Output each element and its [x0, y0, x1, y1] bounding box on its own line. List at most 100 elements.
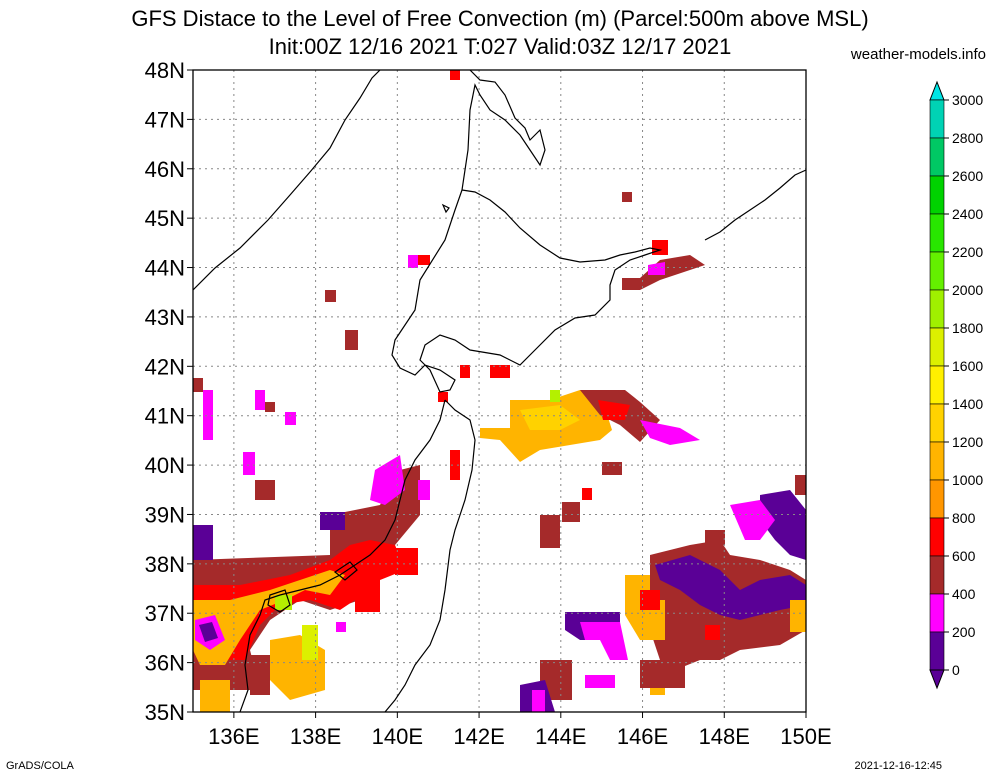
lat-label: 39N [145, 502, 185, 527]
field-brown-cells [193, 290, 358, 500]
field-lime-ne [550, 390, 560, 402]
colorbar-swatch [929, 327, 945, 367]
colorbar-label: 800 [952, 510, 976, 526]
field-red-ne [598, 400, 630, 420]
coastline-kurils [704, 169, 806, 241]
colorbar-label: 1600 [952, 358, 983, 374]
coastline-rishiri [441, 203, 450, 214]
coastline-sakhalin [461, 70, 546, 191]
field-brown-sw [250, 655, 270, 695]
lon-label: 142E [453, 724, 504, 749]
lat-label: 48N [145, 58, 185, 83]
field-purple-se [655, 555, 806, 620]
lat-label: 47N [145, 107, 185, 132]
colorbar-swatch [929, 289, 945, 329]
lon-label: 136E [208, 724, 259, 749]
colorbar-label: 1400 [952, 396, 983, 412]
lat-label: 43N [145, 305, 185, 330]
footer-timestamp: 2021-12-16-12:45 [854, 760, 942, 772]
coastlines [193, 70, 806, 712]
colorbar-label: 1000 [952, 472, 983, 488]
field-brown-se4 [540, 660, 685, 700]
colorbar-cap-top [929, 80, 945, 101]
field-magenta-hok [648, 262, 665, 275]
colorbar-swatch [929, 593, 945, 633]
field-magenta-se [730, 500, 775, 540]
lat-label: 37N [145, 601, 185, 626]
colorbar-label: 1800 [952, 320, 983, 336]
lon-label: 144E [535, 724, 586, 749]
coastline-honshu [239, 399, 476, 712]
lat-label: 45N [145, 206, 185, 231]
map-subtitle: Init:00Z 12/16 2021 T:027 Valid:03Z 12/1… [268, 34, 732, 59]
coastline-noto [267, 589, 291, 613]
field-brown-ne2 [540, 462, 622, 548]
colorbar-swatch [929, 99, 945, 139]
field-magenta-se2 [580, 622, 628, 688]
lon-label: 140E [372, 724, 423, 749]
colorbar: 3000280026002400220020001800160014001200… [929, 80, 983, 690]
lat-lon-grid [193, 70, 806, 712]
lon-label: 150E [780, 724, 831, 749]
latitude-labels: 48N 47N 46N 45N 44N 43N 42N 41N 40N 39N 38N 37N 36N 3… [145, 58, 193, 725]
lat-label: 36N [145, 651, 185, 676]
lfc-field [193, 70, 806, 712]
lon-label: 138E [290, 724, 341, 749]
colorbar-swatch [929, 251, 945, 291]
field-red-c [355, 575, 380, 612]
colorbar-swatch [929, 137, 945, 177]
coastline-sado [333, 561, 358, 581]
colorbar-swatch [929, 403, 945, 443]
colorbar-swatch [929, 517, 945, 557]
field-orange-se [625, 575, 806, 695]
colorbar-swatch [929, 175, 945, 215]
lat-label: 41N [145, 404, 185, 429]
field-purple-w [199, 622, 218, 642]
colorbar-label: 600 [952, 548, 976, 564]
colorbar-label: 2800 [952, 130, 983, 146]
field-purple-se2 [760, 490, 806, 560]
colorbar-swatch [929, 479, 945, 519]
colorbar-label: 2000 [952, 282, 983, 298]
lon-label: 148E [699, 724, 750, 749]
colorbar-label: 200 [952, 624, 976, 640]
colorbar-swatch [929, 555, 945, 595]
field-red-se [640, 590, 720, 640]
colorbar-swatch [929, 365, 945, 405]
credit-text: weather-models.info [850, 46, 986, 63]
footer-software: GrADS/COLA [6, 760, 74, 772]
field-magenta-nw [370, 455, 405, 505]
colorbar-label: 3000 [952, 92, 983, 108]
field-orange-sw2 [200, 680, 230, 712]
lat-label: 38N [145, 552, 185, 577]
field-brown-hok [622, 192, 705, 290]
field-brown-se3 [705, 475, 806, 545]
colorbar-swatch [929, 441, 945, 481]
colorbar-label: 2400 [952, 206, 983, 222]
longitude-labels: 136E 138E 140E 142E 144E 146E 148E 150E [208, 712, 832, 749]
colorbar-label: 1200 [952, 434, 983, 450]
field-purple-w2 [193, 525, 213, 560]
field-red-c2 [395, 548, 418, 575]
colorbar-label: 2200 [952, 244, 983, 260]
field-lime-w2 [302, 625, 318, 660]
field-red-hok [652, 240, 668, 255]
colorbar-label: 400 [952, 586, 976, 602]
lat-label: 46N [145, 157, 185, 182]
coastline-hokkaido [391, 189, 663, 393]
lon-label: 146E [617, 724, 668, 749]
map-title: GFS Distace to the Level of Free Convect… [131, 6, 869, 31]
colorbar-swatch [929, 213, 945, 253]
lat-label: 44N [145, 256, 185, 281]
field-orange-west [193, 570, 345, 665]
colorbar-swatch [929, 631, 945, 671]
coastline-asia-mainland [193, 70, 381, 291]
field-magenta-ne [640, 420, 700, 445]
field-magenta-s [532, 690, 545, 712]
lat-label: 35N [145, 700, 185, 725]
colorbar-label: 0 [952, 662, 960, 678]
colorbar-cap-bottom [929, 669, 945, 690]
field-purple-nw [320, 512, 345, 530]
plot-frame [192, 69, 807, 713]
